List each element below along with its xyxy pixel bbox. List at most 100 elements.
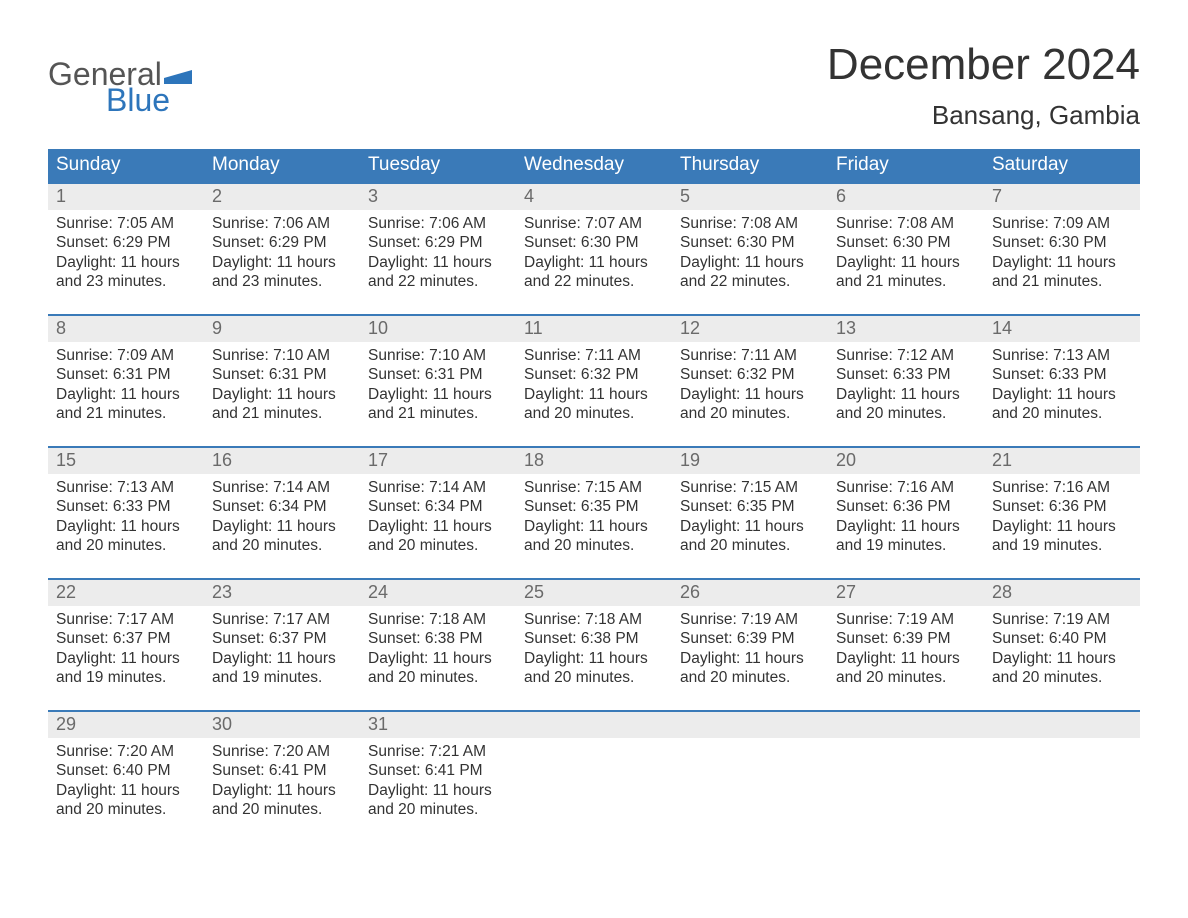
day-body: Sunrise: 7:06 AMSunset: 6:29 PMDaylight:… xyxy=(360,210,516,292)
daylight-line-1: Daylight: 11 hours xyxy=(368,781,508,800)
day-number: 27 xyxy=(836,582,856,602)
day-number: 12 xyxy=(680,318,700,338)
daylight-line-1: Daylight: 11 hours xyxy=(680,649,820,668)
day-number-row: 2 xyxy=(204,184,360,210)
sunset-text: Sunset: 6:31 PM xyxy=(212,365,352,384)
day-number-row: 23 xyxy=(204,580,360,606)
day-cell: 13Sunrise: 7:12 AMSunset: 6:33 PMDayligh… xyxy=(828,316,984,438)
day-cell: 1Sunrise: 7:05 AMSunset: 6:29 PMDaylight… xyxy=(48,184,204,306)
day-cell: 11Sunrise: 7:11 AMSunset: 6:32 PMDayligh… xyxy=(516,316,672,438)
day-cell: 19Sunrise: 7:15 AMSunset: 6:35 PMDayligh… xyxy=(672,448,828,570)
day-body: Sunrise: 7:07 AMSunset: 6:30 PMDaylight:… xyxy=(516,210,672,292)
day-number-row: 17 xyxy=(360,448,516,474)
sunset-text: Sunset: 6:33 PM xyxy=(56,497,196,516)
day-number-row: 28 xyxy=(984,580,1140,606)
day-body: Sunrise: 7:19 AMSunset: 6:40 PMDaylight:… xyxy=(984,606,1140,688)
day-number: 30 xyxy=(212,714,232,734)
location-text: Bansang, Gambia xyxy=(827,100,1140,131)
day-body: Sunrise: 7:20 AMSunset: 6:41 PMDaylight:… xyxy=(204,738,360,820)
daylight-line-2: and 20 minutes. xyxy=(56,536,196,555)
sunrise-text: Sunrise: 7:08 AM xyxy=(836,214,976,233)
day-cell: 20Sunrise: 7:16 AMSunset: 6:36 PMDayligh… xyxy=(828,448,984,570)
day-cell: 31Sunrise: 7:21 AMSunset: 6:41 PMDayligh… xyxy=(360,712,516,834)
day-number: 17 xyxy=(368,450,388,470)
day-number-row: 29 xyxy=(48,712,204,738)
sunset-text: Sunset: 6:32 PM xyxy=(680,365,820,384)
month-title: December 2024 xyxy=(827,40,1140,90)
day-cell: 14Sunrise: 7:13 AMSunset: 6:33 PMDayligh… xyxy=(984,316,1140,438)
daylight-line-1: Daylight: 11 hours xyxy=(680,385,820,404)
weekday-header: Thursday xyxy=(672,149,828,182)
day-cell: 18Sunrise: 7:15 AMSunset: 6:35 PMDayligh… xyxy=(516,448,672,570)
day-number-row xyxy=(516,712,672,738)
day-body: Sunrise: 7:13 AMSunset: 6:33 PMDaylight:… xyxy=(984,342,1140,424)
day-body: Sunrise: 7:18 AMSunset: 6:38 PMDaylight:… xyxy=(360,606,516,688)
day-body: Sunrise: 7:10 AMSunset: 6:31 PMDaylight:… xyxy=(204,342,360,424)
daylight-line-1: Daylight: 11 hours xyxy=(992,649,1132,668)
daylight-line-1: Daylight: 11 hours xyxy=(56,385,196,404)
daylight-line-2: and 23 minutes. xyxy=(56,272,196,291)
day-body: Sunrise: 7:15 AMSunset: 6:35 PMDaylight:… xyxy=(516,474,672,556)
sunset-text: Sunset: 6:30 PM xyxy=(680,233,820,252)
sunrise-text: Sunrise: 7:16 AM xyxy=(836,478,976,497)
day-cell: 22Sunrise: 7:17 AMSunset: 6:37 PMDayligh… xyxy=(48,580,204,702)
weekday-header: Monday xyxy=(204,149,360,182)
daylight-line-2: and 23 minutes. xyxy=(212,272,352,291)
day-cell: 27Sunrise: 7:19 AMSunset: 6:39 PMDayligh… xyxy=(828,580,984,702)
daylight-line-2: and 20 minutes. xyxy=(680,668,820,687)
daylight-line-2: and 21 minutes. xyxy=(56,404,196,423)
sunrise-text: Sunrise: 7:11 AM xyxy=(524,346,664,365)
day-number: 24 xyxy=(368,582,388,602)
day-number-row: 21 xyxy=(984,448,1140,474)
sunset-text: Sunset: 6:39 PM xyxy=(680,629,820,648)
sunrise-text: Sunrise: 7:18 AM xyxy=(524,610,664,629)
day-number: 6 xyxy=(836,186,846,206)
day-number-row: 30 xyxy=(204,712,360,738)
sunrise-text: Sunrise: 7:17 AM xyxy=(56,610,196,629)
brand-text-blue: Blue xyxy=(106,84,192,116)
day-cell: 3Sunrise: 7:06 AMSunset: 6:29 PMDaylight… xyxy=(360,184,516,306)
day-cell: 16Sunrise: 7:14 AMSunset: 6:34 PMDayligh… xyxy=(204,448,360,570)
day-cell: 9 Sunrise: 7:10 AMSunset: 6:31 PMDaylight… xyxy=(204,316,360,438)
day-number: 22 xyxy=(56,582,76,602)
daylight-line-2: and 21 minutes. xyxy=(368,404,508,423)
day-number: 28 xyxy=(992,582,1012,602)
sunset-text: Sunset: 6:31 PM xyxy=(56,365,196,384)
day-cell: 17Sunrise: 7:14 AMSunset: 6:34 PMDayligh… xyxy=(360,448,516,570)
day-number-row: 26 xyxy=(672,580,828,606)
daylight-line-1: Daylight: 11 hours xyxy=(212,649,352,668)
day-body: Sunrise: 7:21 AMSunset: 6:41 PMDaylight:… xyxy=(360,738,516,820)
sunrise-text: Sunrise: 7:07 AM xyxy=(524,214,664,233)
daylight-line-1: Daylight: 11 hours xyxy=(836,385,976,404)
sunrise-text: Sunrise: 7:05 AM xyxy=(56,214,196,233)
sunset-text: Sunset: 6:37 PM xyxy=(212,629,352,648)
sunrise-text: Sunrise: 7:19 AM xyxy=(992,610,1132,629)
day-number: 13 xyxy=(836,318,856,338)
sunrise-text: Sunrise: 7:06 AM xyxy=(212,214,352,233)
sunset-text: Sunset: 6:30 PM xyxy=(524,233,664,252)
sunrise-text: Sunrise: 7:18 AM xyxy=(368,610,508,629)
day-number-row: 14 xyxy=(984,316,1140,342)
day-number-row: 1 xyxy=(48,184,204,210)
day-number: 25 xyxy=(524,582,544,602)
day-number-row: 10 xyxy=(360,316,516,342)
day-number: 9 xyxy=(212,318,222,338)
day-cell: 15Sunrise: 7:13 AMSunset: 6:33 PMDayligh… xyxy=(48,448,204,570)
week-row: 8Sunrise: 7:09 AMSunset: 6:31 PMDaylight… xyxy=(48,314,1140,438)
day-cell: 30 Sunrise: 7:20 AMSunset: 6:41 PMDayligh… xyxy=(204,712,360,834)
day-number-row: 13 xyxy=(828,316,984,342)
day-body: Sunrise: 7:18 AMSunset: 6:38 PMDaylight:… xyxy=(516,606,672,688)
sunrise-text: Sunrise: 7:08 AM xyxy=(680,214,820,233)
daylight-line-2: and 20 minutes. xyxy=(524,536,664,555)
day-number-row: 19 xyxy=(672,448,828,474)
day-cell: 6Sunrise: 7:08 AMSunset: 6:30 PMDaylight… xyxy=(828,184,984,306)
daylight-line-2: and 19 minutes. xyxy=(212,668,352,687)
daylight-line-2: and 21 minutes. xyxy=(212,404,352,423)
daylight-line-2: and 20 minutes. xyxy=(56,800,196,819)
sunrise-text: Sunrise: 7:09 AM xyxy=(56,346,196,365)
day-cell xyxy=(984,712,1140,834)
day-number-row: 4 xyxy=(516,184,672,210)
day-number-row: 25 xyxy=(516,580,672,606)
sunset-text: Sunset: 6:41 PM xyxy=(368,761,508,780)
day-number: 19 xyxy=(680,450,700,470)
